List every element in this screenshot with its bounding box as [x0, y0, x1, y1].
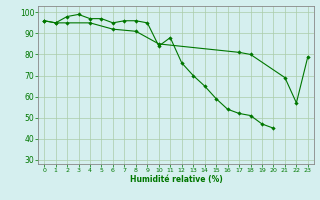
X-axis label: Humidité relative (%): Humidité relative (%): [130, 175, 222, 184]
